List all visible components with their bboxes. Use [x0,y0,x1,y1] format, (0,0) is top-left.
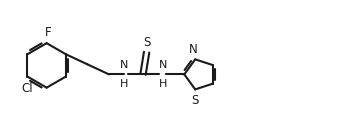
Text: H: H [159,79,167,89]
Text: H: H [120,79,128,89]
Text: N: N [189,43,198,56]
Text: S: S [191,94,198,107]
Text: N: N [159,60,167,70]
Text: N: N [120,60,128,70]
Text: S: S [143,36,150,49]
Text: F: F [45,26,52,39]
Text: Cl: Cl [22,82,33,95]
